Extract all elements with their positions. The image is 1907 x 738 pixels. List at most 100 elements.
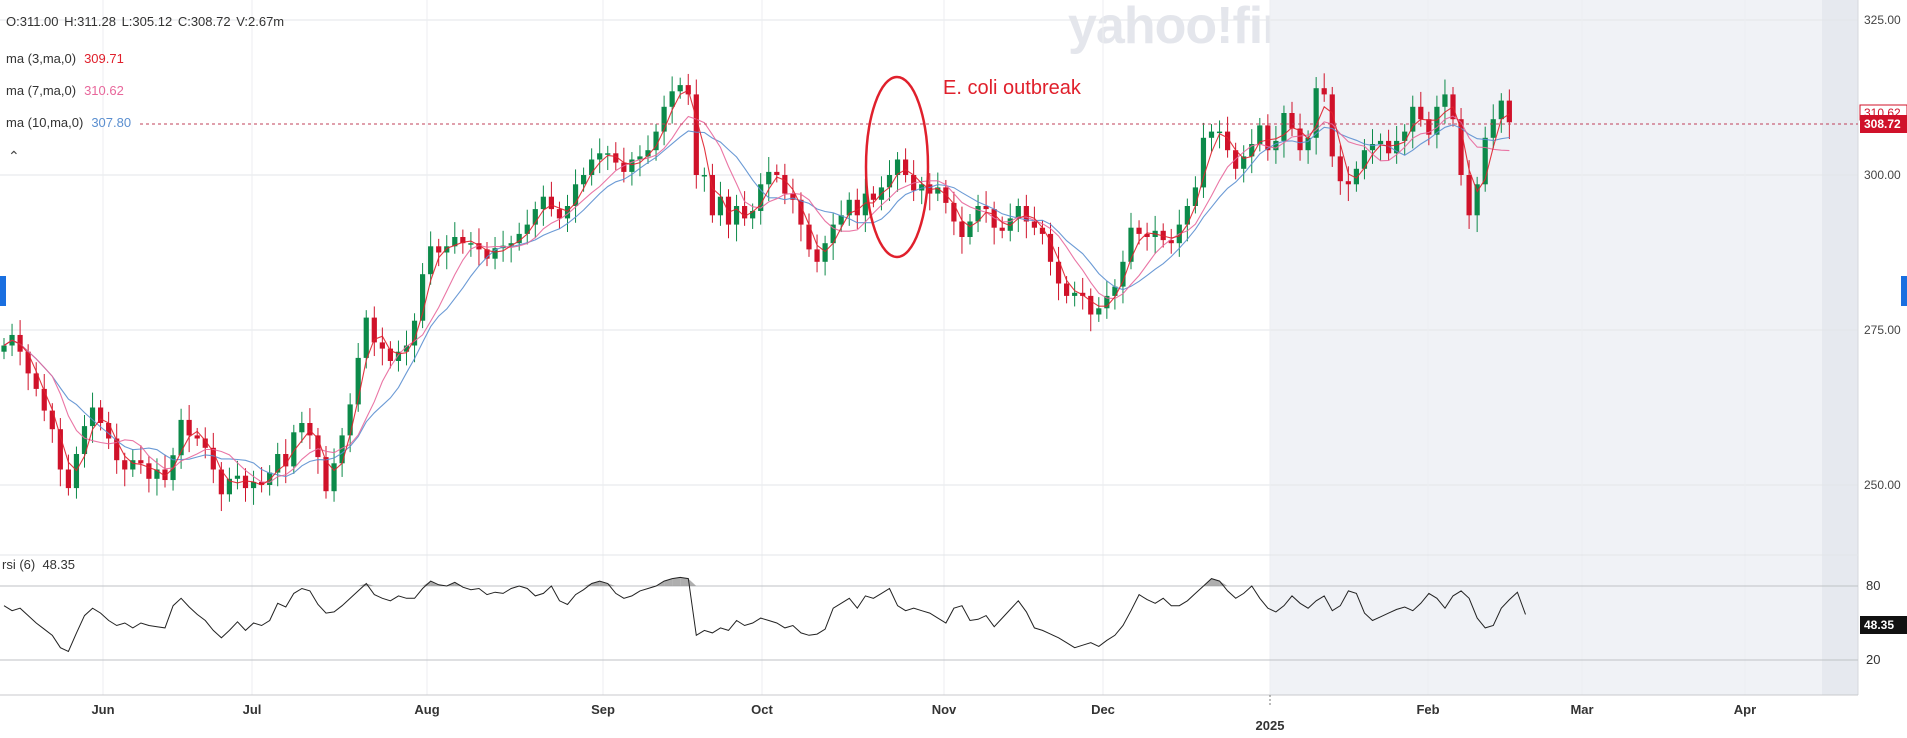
candle-body xyxy=(862,193,868,216)
month-label: Mar xyxy=(1570,702,1593,717)
candle-body xyxy=(975,206,981,222)
candle-body xyxy=(605,153,611,155)
candle-body xyxy=(57,429,63,470)
candle-body xyxy=(1345,181,1351,185)
candle-body xyxy=(886,175,893,188)
candle-body xyxy=(323,457,329,492)
candle-body xyxy=(267,472,273,485)
candle-body xyxy=(919,184,925,191)
candle-body xyxy=(202,438,208,448)
candle-body xyxy=(226,478,232,495)
candle-body xyxy=(106,423,112,439)
price-tick-label: 300.00 xyxy=(1864,168,1901,182)
candle-body xyxy=(1442,94,1448,107)
ma3-legend[interactable]: ma (3,ma,0) 309.71 xyxy=(6,51,126,66)
candle-body xyxy=(130,460,136,470)
candle-body xyxy=(967,221,973,237)
candle-body xyxy=(532,209,538,225)
candle-body xyxy=(709,175,715,216)
ma10-legend[interactable]: ma (10,ma,0) 307.80 xyxy=(6,115,133,130)
caret-up-icon[interactable]: ⌃ xyxy=(8,148,20,164)
candle-body xyxy=(854,199,860,216)
candle-body xyxy=(508,243,514,246)
candle-body xyxy=(420,274,426,321)
candle-body xyxy=(1305,137,1311,151)
candle-body xyxy=(782,175,788,194)
candle-body xyxy=(1015,206,1021,219)
candle-body xyxy=(162,469,168,481)
candle-body xyxy=(1200,137,1207,188)
candle-body xyxy=(1377,140,1384,144)
candle-body xyxy=(25,351,31,374)
candle-body xyxy=(347,404,353,436)
candle-body xyxy=(790,193,796,200)
ma3-line xyxy=(3,89,1510,486)
candle-body xyxy=(250,481,257,489)
candle-body xyxy=(1112,286,1118,296)
candle-body xyxy=(701,175,707,177)
candle-body xyxy=(291,432,297,467)
ma7-label: ma (7,ma,0) xyxy=(6,83,77,98)
candle-body xyxy=(1281,113,1287,141)
rsi-label: rsi (6) xyxy=(2,557,36,572)
candle-body xyxy=(1120,261,1126,287)
candle-body xyxy=(186,419,192,436)
candle-body xyxy=(331,463,337,492)
high-value: H:311.28 xyxy=(64,14,116,29)
candle-body xyxy=(637,156,643,160)
candle-body xyxy=(339,435,345,464)
candle-body xyxy=(516,233,522,244)
candle-body xyxy=(1225,131,1231,151)
rsi-overbought-fill xyxy=(1219,581,1228,586)
right-edge-handle[interactable] xyxy=(1901,276,1907,306)
ma7-legend[interactable]: ma (7,ma,0) 310.62 xyxy=(6,83,126,98)
candle-body xyxy=(1072,292,1078,296)
candle-body xyxy=(242,475,249,489)
candle-body xyxy=(1039,227,1046,234)
candle-body xyxy=(138,460,144,464)
month-label: Jul xyxy=(243,702,262,717)
candle-body xyxy=(371,317,377,343)
rsi-current-tag-text: 48.35 xyxy=(1864,618,1894,632)
candle-body xyxy=(122,460,128,470)
candle-body xyxy=(959,221,965,237)
candle-body xyxy=(774,171,780,175)
candle-body xyxy=(1386,140,1392,154)
candle-body xyxy=(1208,131,1215,138)
candle-body xyxy=(581,175,587,185)
candle-body xyxy=(894,159,901,175)
month-label: Aug xyxy=(414,702,439,717)
price-tick-label: 275.00 xyxy=(1864,323,1901,337)
candle-body xyxy=(1498,100,1504,120)
candle-body xyxy=(1055,261,1062,284)
candle-body xyxy=(1104,295,1110,309)
candle-body xyxy=(1426,119,1432,135)
candle-body xyxy=(41,388,47,411)
ma3-label: ma (3,ma,0) xyxy=(6,51,77,66)
month-label: Dec xyxy=(1091,702,1115,717)
candle-body xyxy=(1096,308,1102,315)
month-label: Nov xyxy=(932,702,957,717)
candle-body xyxy=(1,345,7,352)
ohlc-readout: O:311.00 H:311.28 L:305.12 C:308.72 V:2.… xyxy=(6,14,286,29)
candle-body xyxy=(1192,187,1198,206)
candle-body xyxy=(540,196,546,210)
candle-body xyxy=(556,209,563,219)
rsi-legend[interactable]: rsi (6) 48.35 xyxy=(2,557,75,572)
candle-body xyxy=(411,320,418,346)
candle-body xyxy=(1482,137,1488,185)
candle-body xyxy=(758,184,764,211)
candle-body xyxy=(492,248,498,259)
candle-body xyxy=(428,246,434,275)
candle-body xyxy=(717,196,724,216)
candle-body xyxy=(484,249,490,259)
candle-body xyxy=(1023,206,1029,222)
left-edge-handle[interactable] xyxy=(0,276,6,306)
candle-body xyxy=(999,227,1005,231)
rsi-overbought-fill xyxy=(680,577,689,586)
candle-body xyxy=(1168,240,1174,244)
current-price-tag xyxy=(1860,115,1907,133)
candle-body xyxy=(1128,227,1134,262)
candle-body xyxy=(1144,233,1150,237)
